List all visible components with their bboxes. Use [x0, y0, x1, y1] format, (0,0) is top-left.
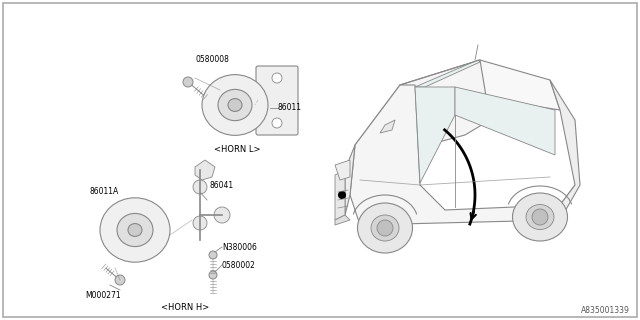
Circle shape [272, 73, 282, 83]
Polygon shape [400, 60, 560, 110]
Ellipse shape [128, 224, 142, 236]
Text: 0580008: 0580008 [195, 55, 229, 64]
Text: N380006: N380006 [222, 243, 257, 252]
Circle shape [377, 220, 393, 236]
Polygon shape [350, 85, 575, 225]
Circle shape [214, 207, 230, 223]
Polygon shape [355, 60, 490, 155]
Circle shape [183, 77, 193, 87]
Text: 86011A: 86011A [90, 188, 119, 196]
Ellipse shape [371, 215, 399, 241]
Polygon shape [345, 145, 355, 215]
Polygon shape [455, 87, 555, 155]
Polygon shape [335, 215, 350, 225]
Polygon shape [195, 160, 215, 180]
Polygon shape [415, 87, 455, 183]
Circle shape [115, 275, 125, 285]
Polygon shape [380, 120, 395, 133]
Text: 0580002: 0580002 [222, 260, 256, 269]
Circle shape [209, 251, 217, 259]
Ellipse shape [117, 213, 153, 246]
Text: <HORN L>: <HORN L> [214, 145, 260, 154]
Text: 86041: 86041 [210, 181, 234, 190]
Ellipse shape [526, 204, 554, 229]
Circle shape [209, 271, 217, 279]
FancyBboxPatch shape [256, 66, 298, 135]
Polygon shape [335, 170, 345, 220]
Text: M000271: M000271 [85, 292, 120, 300]
Circle shape [337, 206, 344, 213]
Circle shape [193, 180, 207, 194]
Text: 86011: 86011 [278, 103, 302, 113]
Ellipse shape [358, 203, 413, 253]
Ellipse shape [218, 89, 252, 121]
Ellipse shape [100, 198, 170, 262]
Circle shape [272, 118, 282, 128]
Polygon shape [415, 60, 480, 87]
Ellipse shape [202, 75, 268, 135]
Ellipse shape [513, 193, 568, 241]
Polygon shape [335, 160, 350, 180]
Circle shape [532, 209, 548, 225]
Circle shape [339, 191, 346, 198]
Circle shape [193, 216, 207, 230]
Polygon shape [550, 80, 580, 220]
Ellipse shape [228, 99, 242, 111]
Text: A835001339: A835001339 [581, 306, 630, 315]
Text: <HORN H>: <HORN H> [161, 303, 209, 313]
